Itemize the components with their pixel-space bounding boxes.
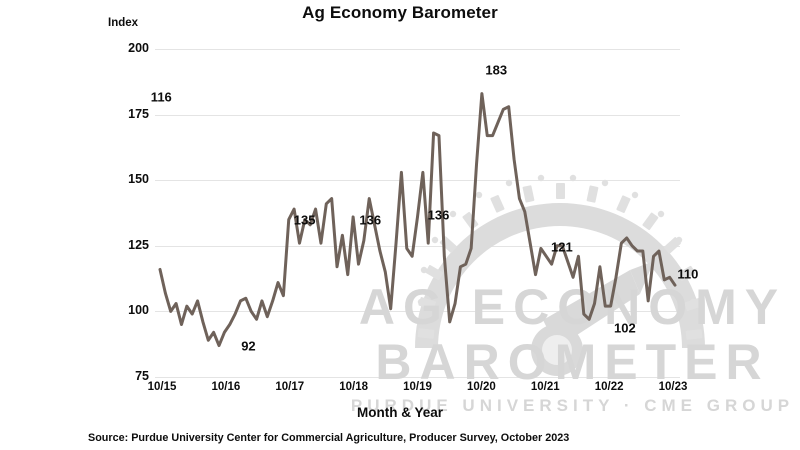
y-axis-tick: 75: [103, 370, 149, 383]
data-point-label: 92: [241, 338, 256, 354]
x-axis-title: Month & Year: [356, 405, 444, 420]
data-point-label: 136: [427, 207, 450, 223]
x-axis-tick-label: 10/17: [275, 381, 305, 393]
y-axis-tick-label: 75: [135, 369, 149, 383]
data-point-label: 102: [614, 320, 636, 336]
gridline: [155, 49, 680, 50]
gridline: [155, 377, 680, 378]
data-point-label: 110: [677, 266, 699, 282]
data-point-label: 136: [359, 212, 382, 228]
barometer-index-line: [158, 92, 677, 348]
y-axis-tick-label: 125: [128, 237, 149, 252]
data-point-label: 121: [551, 239, 573, 255]
x-axis-tick-label: 10/19: [403, 381, 432, 393]
y-axis-tick-label: 200: [128, 41, 149, 55]
data-point-label: 135: [293, 212, 316, 228]
x-axis-tick-label: 10/16: [211, 381, 241, 393]
chart-title: Ag Economy Barometer: [302, 3, 498, 22]
x-axis-tick-label: 10/20: [466, 381, 496, 393]
data-series-line: [158, 92, 677, 348]
plot-area: AG ECONOMY BAROMETER PURDUE UNIVERSITY ·…: [151, 49, 789, 415]
y-axis-tick-label: 175: [128, 106, 149, 121]
y-axis-tick-label: 150: [128, 172, 149, 187]
y-axis-tick: 100: [103, 304, 149, 317]
gridline: [155, 114, 680, 116]
source-note: Source: Purdue University Center for Com…: [88, 432, 570, 444]
y-axis-tick: 175: [103, 108, 149, 121]
y-axis-title: Index: [108, 17, 139, 29]
data-point-label: 183: [485, 62, 508, 78]
x-axis-tick-label: 10/23: [658, 381, 688, 393]
x-axis-tick-label: 10/21: [530, 381, 560, 393]
x-axis-tick-label: 10/15: [147, 381, 177, 393]
data-point-label: 116: [150, 89, 172, 105]
x-axis-tick-label: 10/22: [594, 381, 624, 393]
gridline: [155, 180, 680, 182]
y-axis-tick: 125: [103, 239, 149, 252]
y-axis-tick: 150: [103, 173, 149, 186]
y-axis-tick-label: 100: [128, 303, 149, 318]
x-axis-tick-label: 10/18: [339, 381, 369, 393]
y-axis-tick: 200: [103, 42, 149, 55]
